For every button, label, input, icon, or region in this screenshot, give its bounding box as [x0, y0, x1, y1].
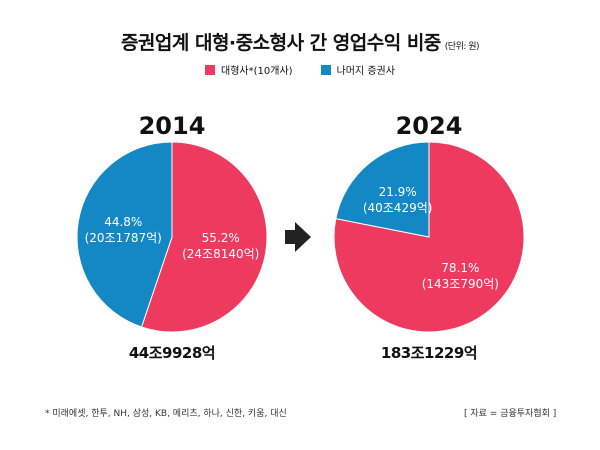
legend-swatch-others [320, 64, 331, 75]
right-arrow-icon [285, 222, 311, 252]
percent-label-2014-1: 44.8% [104, 215, 142, 229]
legend-label-others: 나머지 증권사 [336, 66, 395, 77]
title-text: 증권업계 대형·중소형사 간 영업수익 비중 [120, 32, 441, 54]
legend: 대형사*(10개사) 나머지 증권사 [0, 62, 600, 77]
legend-swatch-large [205, 64, 216, 75]
percent-label-2024-0: 78.1% [441, 261, 479, 275]
pie-slice-2014-1 [76, 141, 173, 328]
footnote: * 미래에셋, 한투, NH, 삼성, KB, 메리츠, 하나, 신한, 키움,… [45, 409, 287, 419]
value-label-2024-0: (143조790억) [422, 277, 499, 291]
value-label-2024-1: (40조429억) [363, 201, 433, 215]
percent-label-2014-0: 55.2% [202, 231, 240, 245]
source-note: [ 자료 = 금융투자협회 ] [464, 409, 557, 419]
legend-label-large: 대형사*(10개사) [221, 66, 293, 77]
legend-item-others: 나머지 증권사 [320, 62, 395, 77]
value-label-2014-0: (24조8140억) [182, 247, 259, 261]
year-label-2024: 2024 [395, 112, 463, 140]
chart-title: 증권업계 대형·중소형사 간 영업수익 비중 (단위: 원) [0, 28, 600, 55]
pie-2024: 78.1% (143조790억) 21.9% (40조429억) [333, 141, 525, 333]
pie-2014: 55.2% (24조8140억) 44.8% (20조1787억) [76, 141, 268, 333]
percent-label-2024-1: 21.9% [379, 185, 417, 199]
total-2024: 183조1229억 [380, 344, 478, 362]
pie-slice-2024-1 [335, 141, 430, 238]
unit-label: (단위: 원) [444, 42, 480, 52]
value-label-2014-1: (20조1787억) [85, 231, 162, 245]
pie-slice-2014-0 [140, 141, 268, 333]
total-2014: 44조9928억 [128, 344, 216, 362]
year-label-2014: 2014 [138, 112, 206, 140]
legend-item-large: 대형사*(10개사) [205, 62, 293, 77]
